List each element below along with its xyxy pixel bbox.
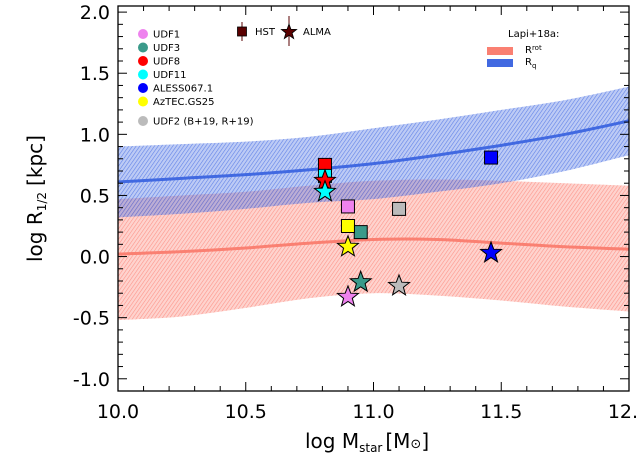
hst-marker-AzTEC.GS25 — [340, 219, 355, 233]
legend-dot-UDF1 — [138, 29, 148, 39]
model-bands — [118, 86, 629, 321]
legend-dot-UDF3 — [138, 42, 148, 53]
hst-marker-UDF1 — [340, 199, 355, 214]
x-tick-label: 11.0 — [352, 401, 394, 423]
legend-label-UDF3: UDF3 — [153, 43, 180, 54]
axis-ticks: 10.0 10.5 11.0 11.5 12.0 -1.0 -0.5 0.0 0.5 1.0 1.5… — [73, 2, 639, 423]
alma-marker-UDF2 — [387, 273, 411, 296]
y-tick-label: 2.0 — [80, 2, 110, 24]
alma-marker-UDF1 — [336, 284, 360, 307]
alma-key-label: ALMA — [303, 27, 331, 38]
legend-dot-ALESS067.1 — [138, 83, 148, 93]
x-tick-label: 12.0 — [608, 401, 639, 423]
y-tick-label: 1.5 — [80, 63, 110, 85]
alma-marker-AzTEC.GS25 — [336, 234, 360, 257]
legend-dot-UDF8 — [138, 56, 148, 66]
x-axis-label: log Mstar [M⊙] — [305, 429, 429, 455]
hst-key-label: HST — [255, 27, 276, 38]
legend-label-UDF11: UDF11 — [153, 70, 187, 81]
band-R_rot — [118, 179, 629, 321]
x-tick-label: 10.0 — [97, 401, 139, 423]
curve-R_rot — [118, 237, 629, 256]
x-axis-label-sub: star — [359, 441, 382, 455]
y-tick-label: -0.5 — [73, 308, 110, 330]
legend-label-ALESS067.1: ALESS067.1 — [153, 84, 213, 95]
hst-key-marker — [237, 26, 247, 37]
legend-label-UDF1: UDF1 — [153, 30, 180, 41]
model-legend-swatch-1 — [487, 59, 513, 67]
legend-dot-AzTEC.GS25 — [138, 96, 148, 107]
y-tick-label: 0.5 — [80, 185, 110, 207]
y-axis-label: log R1/2[kpc] — [23, 135, 49, 262]
y-axis-label-sub: 1/2 — [35, 192, 49, 211]
curve-R_q — [118, 119, 629, 184]
legend-dot-udf2 — [138, 116, 148, 126]
x-tick-label: 11.5 — [480, 401, 522, 423]
model-legend-title: Lapi+18a: — [508, 29, 559, 40]
y-tick-label: 0.0 — [80, 247, 110, 269]
legend-label-udf2: UDF2 (B+19, R+19) — [153, 117, 254, 128]
alma-marker-UDF3 — [348, 269, 373, 293]
alma-key-marker — [280, 22, 298, 40]
sun-symbol: ⊙ — [410, 437, 421, 452]
alma-marker-ALESS067.1 — [479, 240, 503, 263]
data-markers — [313, 150, 503, 307]
legend-label-UDF8: UDF8 — [153, 57, 180, 68]
x-tick-label: 10.5 — [225, 401, 267, 423]
model-legend-swatch-0 — [487, 47, 513, 55]
hst-marker-ALESS067.1 — [484, 150, 499, 165]
model-legend-label-1: Rq — [525, 57, 536, 70]
legend-dot-UDF11 — [138, 69, 148, 80]
band-R_q — [118, 86, 629, 218]
legend: UDF1 UDF3 UDF8 UDF11 ALESS067.1 AzTEC.GS25 UDF… — [138, 16, 559, 128]
hst-marker-UDF2 — [392, 201, 407, 216]
alma-marker-UDF11 — [313, 179, 337, 202]
model-legend-label-0: Rrot — [525, 44, 542, 56]
legend-label-AzTEC.GS25: AzTEC.GS25 — [153, 97, 215, 108]
y-tick-label: 1.0 — [80, 124, 110, 146]
y-tick-label: -1.0 — [73, 369, 110, 391]
hst-marker-UDF3 — [353, 225, 368, 240]
